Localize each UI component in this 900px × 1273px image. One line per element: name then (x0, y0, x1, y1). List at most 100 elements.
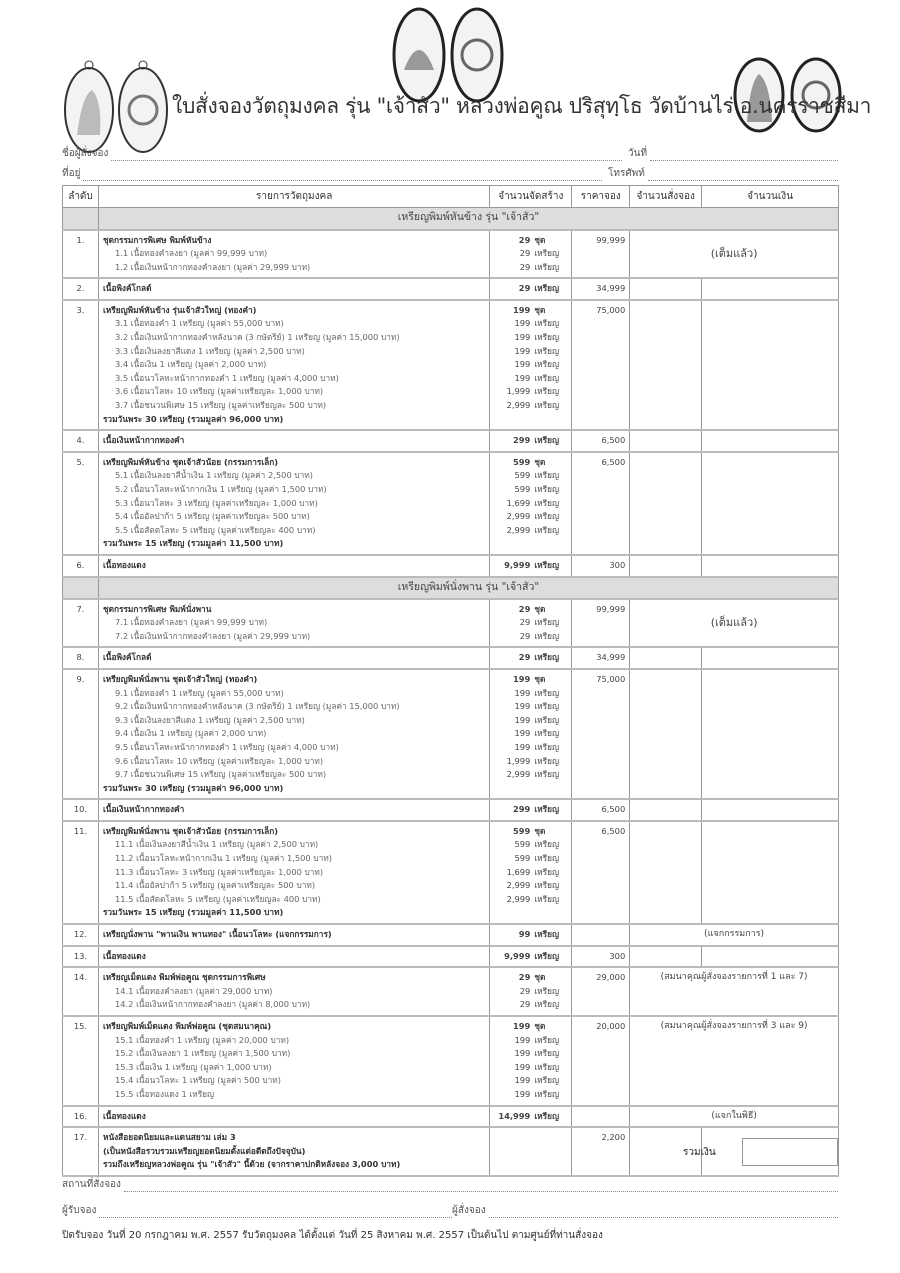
row-note: (เต็มแล้ว) (629, 598, 839, 649)
quantity-value: 199 (514, 332, 531, 343)
quantity-unit: เหรียญ (534, 261, 560, 272)
item-line: 9.1 เนื้อทองคำ 1 เหรียญ (มูลค่า 55,000 บ… (114, 687, 284, 698)
order-quantity-input[interactable] (629, 799, 703, 822)
address-field[interactable]: ที่อยู่ (62, 166, 602, 181)
item-quantity: 9,999 เหรียญ (489, 945, 573, 969)
item-quantity: 599 ชุด 599 เหรียญ 599 เหรียญ 1,699 เหรียญ 2,999… (489, 451, 573, 556)
item-quantity: 29 ชุด 29 เหรียญ 29 เหรียญ (489, 229, 573, 280)
date-field[interactable]: วันที่ (628, 146, 838, 161)
order-quantity-input[interactable] (629, 278, 703, 301)
amount-input[interactable] (701, 945, 839, 969)
receiver-field[interactable]: ผู้รับจอง (62, 1203, 452, 1218)
row-note: (เต็มแล้ว) (629, 229, 839, 280)
order-quantity-input[interactable] (629, 945, 703, 969)
section-spacer (62, 207, 99, 231)
order-quantity-input[interactable] (629, 554, 703, 578)
item-quantity: 599 ชุด 599 เหรียญ 599 เหรียญ 1,699 เหรียญ 2,999… (489, 820, 573, 926)
row-number: 8. (62, 647, 99, 670)
item-line: 5.3 เนื้อนวโลหะ 3 เหรียญ (มูลค่าเหรียญละ… (114, 497, 318, 508)
quantity-line: 1,699 เหรียญ (494, 497, 567, 511)
quantity-unit: เหรียญ (534, 497, 560, 508)
column-header: จำนวนสั่งจอง (629, 185, 703, 208)
quantity-line: 599 ชุด (494, 456, 567, 470)
place-field[interactable]: สถานที่สั่งจอง (62, 1177, 838, 1192)
item-line: หนังสือยอดนิยมและแดนสยาม เล่ม 3 (102, 1132, 236, 1143)
quantity-line: 29 ชุด (494, 603, 567, 617)
row-number: 11. (62, 820, 99, 926)
quantity-unit: เหรียญ (534, 1075, 560, 1086)
item-line: 1.2 เนื้อเงินหน้ากากทองคำลงยา (มูลค่า 29… (114, 261, 311, 272)
item-description: หนังสือยอดนิยมและแดนสยาม เล่ม 3 (เป็นหนัง… (97, 1127, 491, 1177)
orderer-field[interactable]: ผู้สั่งจอง (452, 1203, 838, 1218)
order-quantity-input[interactable] (629, 647, 703, 670)
name-field[interactable]: ชื่อผู้สั่งจอง (62, 146, 622, 161)
item-line: ชุดกรรมการพิเศษ พิมพ์หันข้าง (102, 234, 212, 245)
quantity-value: 2,999 (506, 511, 531, 522)
quantity-line: 29 เหรียญ (494, 985, 567, 999)
total-input[interactable] (742, 1138, 838, 1166)
quantity-unit: เหรียญ (534, 617, 560, 628)
item-description: เหรียญพิมพ์หันข้าง รุ่นเจ้าสัวใหญ่ (ทองค… (97, 299, 491, 432)
order-quantity-input[interactable] (629, 820, 703, 926)
amount-input[interactable] (701, 554, 839, 578)
quantity-value: 199 (514, 318, 531, 329)
item-description: เหรียญพิมพ์นั่งพาน ชุดเจ้าสัวน้อย (กรรมก… (97, 820, 491, 926)
quantity-value: 1,699 (506, 497, 531, 508)
quantity-value: 199 (514, 1034, 531, 1045)
item-line: 15.2 เนื้อเงินลงยา 1 เหรียญ (มูลค่า 1,50… (114, 1048, 291, 1059)
quantity-unit: เหรียญ (534, 687, 560, 698)
order-quantity-input[interactable] (629, 299, 703, 432)
quantity-value: 2,999 (506, 524, 531, 535)
row-number: 17. (62, 1127, 99, 1177)
amount-input[interactable] (701, 647, 839, 670)
amount-input[interactable] (701, 278, 839, 301)
quantity-line: 199 เหรียญ (494, 714, 567, 728)
quantity-line: 199 เหรียญ (494, 1088, 567, 1102)
amount-input[interactable] (701, 799, 839, 822)
quantity-line: 599 เหรียญ (494, 483, 567, 497)
quantity-value: 29 (518, 972, 531, 983)
item-line: เนื้อทองแดง (102, 950, 146, 961)
amount-input[interactable] (701, 1127, 839, 1177)
quantity-value: 199 (514, 701, 531, 712)
quantity-line: 199 เหรียญ (494, 1034, 567, 1048)
quantity-unit: เหรียญ (534, 1034, 560, 1045)
order-quantity-input[interactable] (629, 668, 703, 801)
table-row: 1. ชุดกรรมการพิเศษ พิมพ์หันข้าง 1.1 เนื้อท… (62, 229, 839, 280)
quantity-value: 599 (514, 484, 531, 494)
amount-input[interactable] (701, 668, 839, 801)
item-description: เหรียญเม็ดแตง พิมพ์พ่อคูณ ชุดกรรมการพิเศ… (97, 967, 491, 1017)
row-number: 15. (62, 1016, 99, 1107)
item-line: 14.1 เนื้อทองคำลงยา (มูลค่า 29,000 บาท) (114, 985, 273, 996)
item-description: ชุดกรรมการพิเศษ พิมพ์นั่งพาน 7.1 เนื้อทอง… (97, 598, 491, 649)
item-line: เนื้อพิงค์โกลด์ (102, 652, 152, 663)
row-note: (สมนาคุณผู้สั่งจองรายการที่ 1 และ 7) (629, 967, 839, 1017)
item-quantity: 29 ชุด 29 เหรียญ 29 เหรียญ (489, 967, 573, 1017)
item-description: เนื้อพิงค์โกลด์ (97, 278, 491, 301)
item-quantity (489, 1127, 573, 1177)
quantity-line: 1,699 เหรียญ (494, 866, 567, 880)
price: 34,999 (571, 278, 631, 301)
table-row: 5. เหรียญพิมพ์หันข้าง ชุดเจ้าสัวน้อย (กรร… (62, 451, 839, 556)
amount-input[interactable] (701, 430, 839, 453)
quantity-unit: เหรียญ (534, 866, 560, 877)
amount-input[interactable] (701, 299, 839, 432)
name-label: ชื่อผู้สั่งจอง (62, 148, 109, 159)
date-label: วันที่ (628, 148, 648, 159)
quantity-value: 199 (514, 714, 531, 725)
order-quantity-input[interactable] (629, 451, 703, 556)
quantity-value: 1,699 (506, 866, 531, 877)
amount-input[interactable] (701, 820, 839, 926)
price: 6,500 (571, 430, 631, 453)
order-quantity-input[interactable] (629, 1127, 703, 1177)
amount-input[interactable] (701, 451, 839, 556)
phone-field[interactable]: โทรศัพท์ (608, 166, 838, 181)
quantity-line: 599 เหรียญ (494, 469, 567, 483)
column-header: จำนวนจัดสร้าง (489, 185, 573, 208)
item-line: 5.2 เนื้อนวโลหะหน้ากากเงิน 1 เหรียญ (มูล… (114, 484, 327, 494)
quantity-value: 2,999 (506, 769, 531, 780)
quantity-line: 199 เหรียญ (494, 358, 567, 372)
order-quantity-input[interactable] (629, 430, 703, 453)
quantity-line (494, 1145, 567, 1159)
item-description: เหรียญพิมพ์นั่งพาน ชุดเจ้าสัวใหญ่ (ทองคำ… (97, 668, 491, 801)
